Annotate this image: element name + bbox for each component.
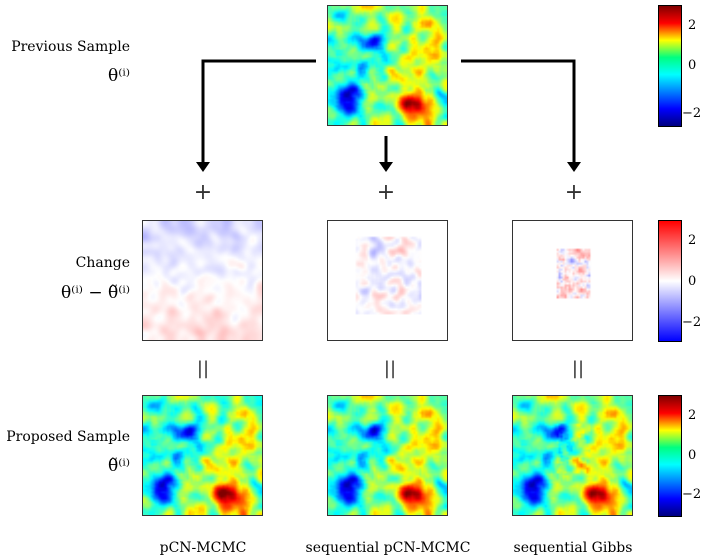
arrow-right-path <box>461 59 576 163</box>
method-label-pcn: pCN-MCMC <box>159 540 247 556</box>
colorbar-mid-tick-0: 0 <box>688 274 697 289</box>
proposed-image-seq-pcn <box>327 395 448 516</box>
plus-operator-3: + <box>564 180 584 205</box>
method-label-seq-gibbs: sequential Gibbs <box>513 540 633 556</box>
colorbar-bot-tick-0: 0 <box>688 448 697 463</box>
arrow-left-path <box>201 59 316 163</box>
colorbar-field-top <box>658 5 682 127</box>
colorbar-bot-tick-neg2: −2 <box>682 487 702 502</box>
row-symbol-proposed: θ̃⁽ⁱ⁾ <box>107 456 130 476</box>
change-image-seq-pcn <box>327 220 448 341</box>
colorbar-bot-tick-2: 2 <box>688 408 697 423</box>
change-image-pcn <box>142 220 263 341</box>
previous-sample-image <box>327 5 448 126</box>
plus-operator-2: + <box>376 180 396 205</box>
plus-operator-1: + <box>193 180 213 205</box>
arrow-left-head <box>196 162 210 172</box>
colorbar-top-tick-neg2: −2 <box>682 106 702 121</box>
colorbar-top-tick-2: 2 <box>688 18 697 33</box>
colorbar-mid-tick-neg2: −2 <box>682 315 702 330</box>
colorbar-field-bottom <box>658 395 682 517</box>
row-symbol-change: θ⁽ⁱ⁾ − θ̃⁽ⁱ⁾ <box>60 283 130 303</box>
equals-operator-1: || <box>196 358 210 379</box>
colorbar-change <box>658 220 682 342</box>
colorbar-top-tick-0: 0 <box>688 58 697 73</box>
proposed-image-seq-gibbs <box>512 395 633 516</box>
arrow-right-head <box>567 162 581 172</box>
colorbar-mid-tick-2: 2 <box>688 233 697 248</box>
change-image-seq-gibbs <box>512 220 633 341</box>
row-symbol-previous: θ⁽ⁱ⁾ <box>107 66 130 86</box>
arrow-center-head <box>379 162 393 172</box>
row-label-change: Change <box>75 255 130 271</box>
equals-operator-2: || <box>383 358 397 379</box>
equals-operator-3: || <box>571 358 585 379</box>
row-label-proposed: Proposed Sample <box>6 429 130 445</box>
row-label-previous: Previous Sample <box>11 39 130 55</box>
proposed-image-pcn <box>142 395 263 516</box>
method-label-seq-pcn: sequential pCN-MCMC <box>305 540 471 556</box>
